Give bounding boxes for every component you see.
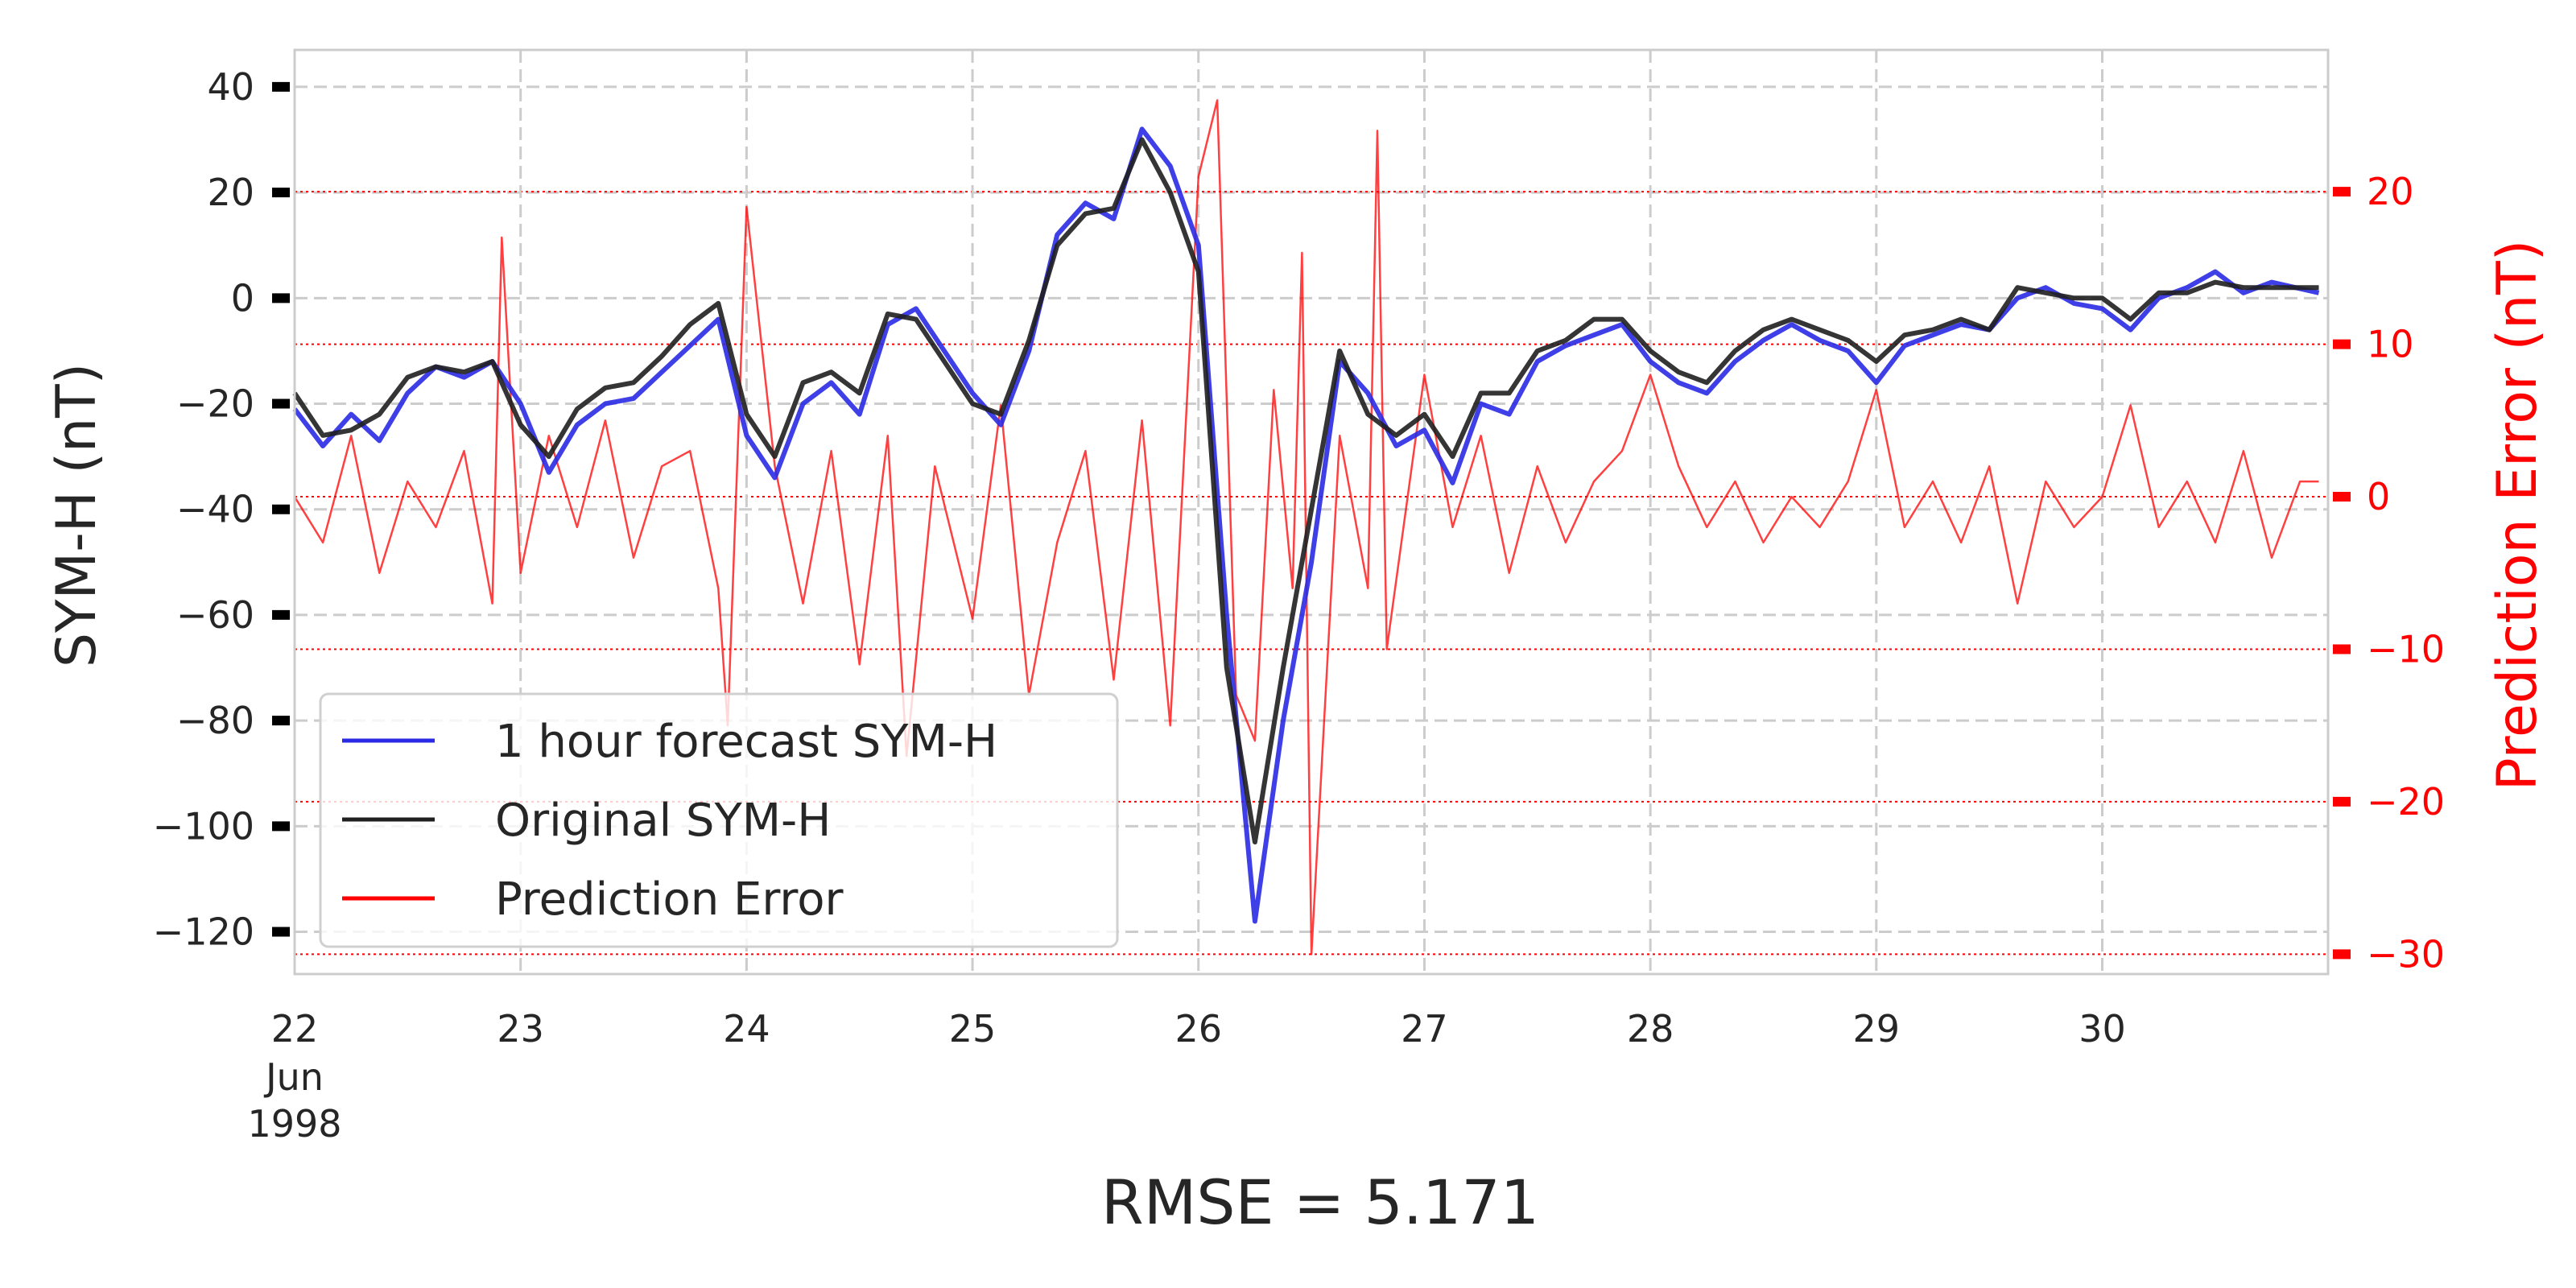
y2-tick-label: −30: [2367, 932, 2445, 976]
series-line-original: [292, 137, 2319, 844]
y-axis-label: SYM-H (nT): [45, 363, 109, 667]
series-lines: [292, 99, 2320, 956]
y2-tick-label: −10: [2367, 627, 2445, 671]
y-axis-left: 40 20 0 −20 −40 −60 −80 −100 −120: [153, 65, 290, 954]
x-tick-sublabel: 1998: [247, 1102, 341, 1146]
y-tick-label: −60: [176, 593, 254, 637]
y-tick-label: −20: [176, 382, 254, 426]
x-tick-label: 23: [497, 1007, 544, 1051]
y-tick-label: 40: [207, 65, 254, 109]
y-tick-label: −120: [153, 910, 254, 954]
legend-label-original: Original SYM-H: [495, 795, 831, 847]
y2-tick-label: 20: [2367, 170, 2414, 213]
y2-tick-label: 0: [2367, 475, 2390, 518]
y-tick-label: −80: [176, 699, 254, 742]
legend-label-forecast: 1 hour forecast SYM-H: [495, 716, 997, 768]
x-tick-label: 22: [271, 1007, 319, 1051]
y-tick-label: 20: [207, 171, 254, 214]
y-tick-label: −100: [153, 804, 254, 848]
x-tick-sublabel: Jun: [263, 1055, 324, 1099]
x-tick-label: 28: [1627, 1007, 1674, 1051]
series-line-prediction-error: [293, 99, 2319, 956]
x-tick-label: 27: [1401, 1007, 1448, 1051]
y-tick-label: 0: [231, 276, 254, 320]
plot-frame: [293, 48, 2330, 976]
x-tick-label: 26: [1174, 1007, 1222, 1051]
rmse-annotation: RMSE = 5.171: [1101, 1166, 1539, 1238]
legend-label-error: Prediction Error: [495, 873, 844, 926]
legend: 1 hour forecast SYM-H Original SYM-H Pre…: [319, 692, 1119, 948]
y2-axis-label: Prediction Error (nT): [2486, 240, 2549, 791]
x-tick-label: 25: [949, 1007, 997, 1051]
legend-box: [319, 692, 1119, 948]
x-tick-label: 30: [2079, 1007, 2126, 1051]
y-tick-label: −40: [176, 488, 254, 531]
y-axis-right: 20 10 0 −10 −20 −30: [2333, 170, 2445, 976]
x-tick-label: 24: [723, 1007, 770, 1051]
y2-tick-label: 10: [2367, 323, 2414, 366]
y2-tick-label: −20: [2367, 780, 2445, 824]
x-tick-label: 29: [1853, 1007, 1901, 1051]
series-line-forecast: [292, 126, 2320, 924]
